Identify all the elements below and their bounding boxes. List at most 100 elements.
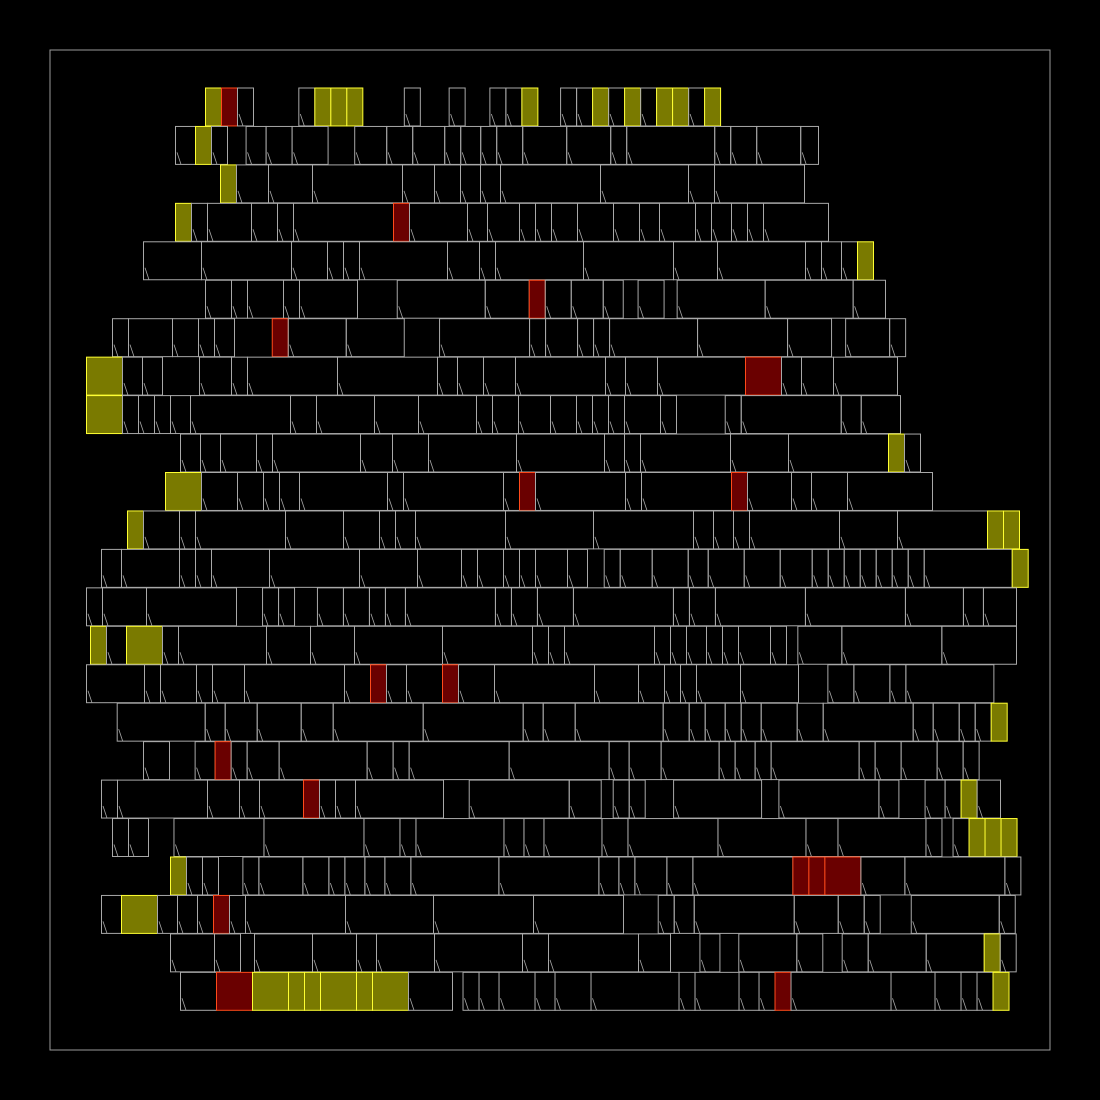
pin-mark	[401, 844, 406, 857]
pin-mark	[842, 652, 848, 665]
std-cell	[448, 87, 466, 127]
pin-mark	[365, 844, 370, 857]
pin-mark	[639, 306, 644, 319]
io-cell	[624, 87, 642, 127]
pin-mark	[748, 498, 754, 511]
pin-mark	[393, 459, 399, 473]
pin-mark	[232, 382, 238, 396]
pin-mark	[221, 459, 227, 473]
pin-mark	[187, 882, 193, 896]
pin-mark	[865, 921, 871, 934]
io-cell	[987, 510, 1004, 550]
pin-mark	[662, 767, 668, 780]
std-cell	[403, 87, 421, 127]
pin-mark	[626, 382, 632, 396]
pin-mark	[861, 882, 867, 896]
pin-mark	[978, 998, 983, 1011]
pin-mark	[317, 421, 323, 434]
pin-mark	[694, 536, 700, 550]
hot-cell	[213, 894, 230, 934]
pin-mark	[938, 767, 944, 780]
pin-mark	[732, 229, 738, 242]
pin-mark	[764, 229, 770, 242]
std-cell	[128, 818, 149, 857]
pin-mark	[614, 805, 620, 819]
pin-mark	[355, 652, 361, 665]
pin-mark	[715, 152, 721, 165]
pin-mark	[706, 729, 712, 742]
pin-mark	[144, 767, 150, 780]
pin-mark	[674, 805, 680, 819]
pin-mark	[536, 998, 541, 1011]
pin-mark	[734, 536, 740, 550]
pin-mark	[484, 382, 490, 396]
pin-mark	[438, 382, 444, 396]
pin-mark	[396, 536, 402, 550]
pin-mark	[533, 652, 539, 665]
pin-mark	[854, 306, 860, 319]
pin-mark	[639, 959, 645, 972]
pin-mark	[409, 998, 415, 1011]
io-cell	[968, 818, 986, 857]
pin-mark	[909, 575, 915, 588]
pin-mark	[208, 805, 214, 819]
hot-cell	[519, 472, 536, 511]
pin-mark	[336, 805, 342, 819]
pin-mark	[693, 882, 699, 896]
pin-mark	[248, 306, 254, 319]
pin-mark	[344, 613, 350, 626]
pin-mark	[914, 729, 920, 742]
pin-mark	[801, 152, 807, 165]
pin-mark	[300, 498, 306, 511]
pin-mark	[845, 575, 851, 588]
pin-mark	[202, 498, 208, 511]
pin-mark	[750, 536, 756, 550]
pin-mark	[477, 421, 483, 434]
pin-mark	[846, 344, 852, 357]
pin-mark	[781, 575, 787, 588]
pin-mark	[510, 767, 516, 780]
pin-mark	[720, 767, 726, 780]
pin-mark	[712, 229, 718, 242]
pin-mark	[279, 613, 285, 626]
pin-mark	[269, 190, 275, 203]
pin-mark	[792, 498, 798, 511]
pin-mark	[675, 921, 681, 934]
pin-mark	[226, 729, 232, 742]
pin-mark	[429, 459, 435, 473]
pin-mark	[232, 767, 238, 780]
pin-mark	[147, 613, 153, 626]
pin-mark	[289, 344, 295, 357]
pin-mark	[345, 882, 351, 896]
pin-mark	[976, 729, 982, 742]
pin-mark	[478, 575, 484, 588]
pin-mark	[355, 152, 361, 165]
pin-mark	[934, 729, 940, 742]
pin-mark	[480, 998, 485, 1011]
pin-mark	[519, 421, 525, 434]
pin-mark	[286, 536, 292, 550]
pin-mark	[424, 729, 430, 742]
pin-mark	[245, 690, 251, 703]
pin-mark	[180, 536, 186, 550]
pin-mark	[161, 690, 167, 703]
hot-cell	[216, 971, 253, 1011]
pin-mark	[1005, 882, 1011, 896]
pin-mark	[496, 613, 502, 626]
pin-mark	[570, 805, 576, 819]
pin-mark	[263, 613, 269, 626]
io-cell	[704, 87, 722, 127]
pin-mark	[674, 613, 680, 626]
pin-mark	[726, 729, 732, 742]
pin-mark	[905, 882, 911, 896]
pin-mark	[610, 344, 616, 357]
pin-mark	[621, 575, 627, 588]
pin-mark	[191, 421, 197, 434]
pin-mark	[771, 652, 777, 665]
pin-mark	[267, 152, 272, 165]
pin-mark	[577, 113, 583, 127]
pin-mark	[461, 152, 467, 165]
pin-mark	[435, 190, 441, 203]
io-cell	[252, 971, 289, 1011]
